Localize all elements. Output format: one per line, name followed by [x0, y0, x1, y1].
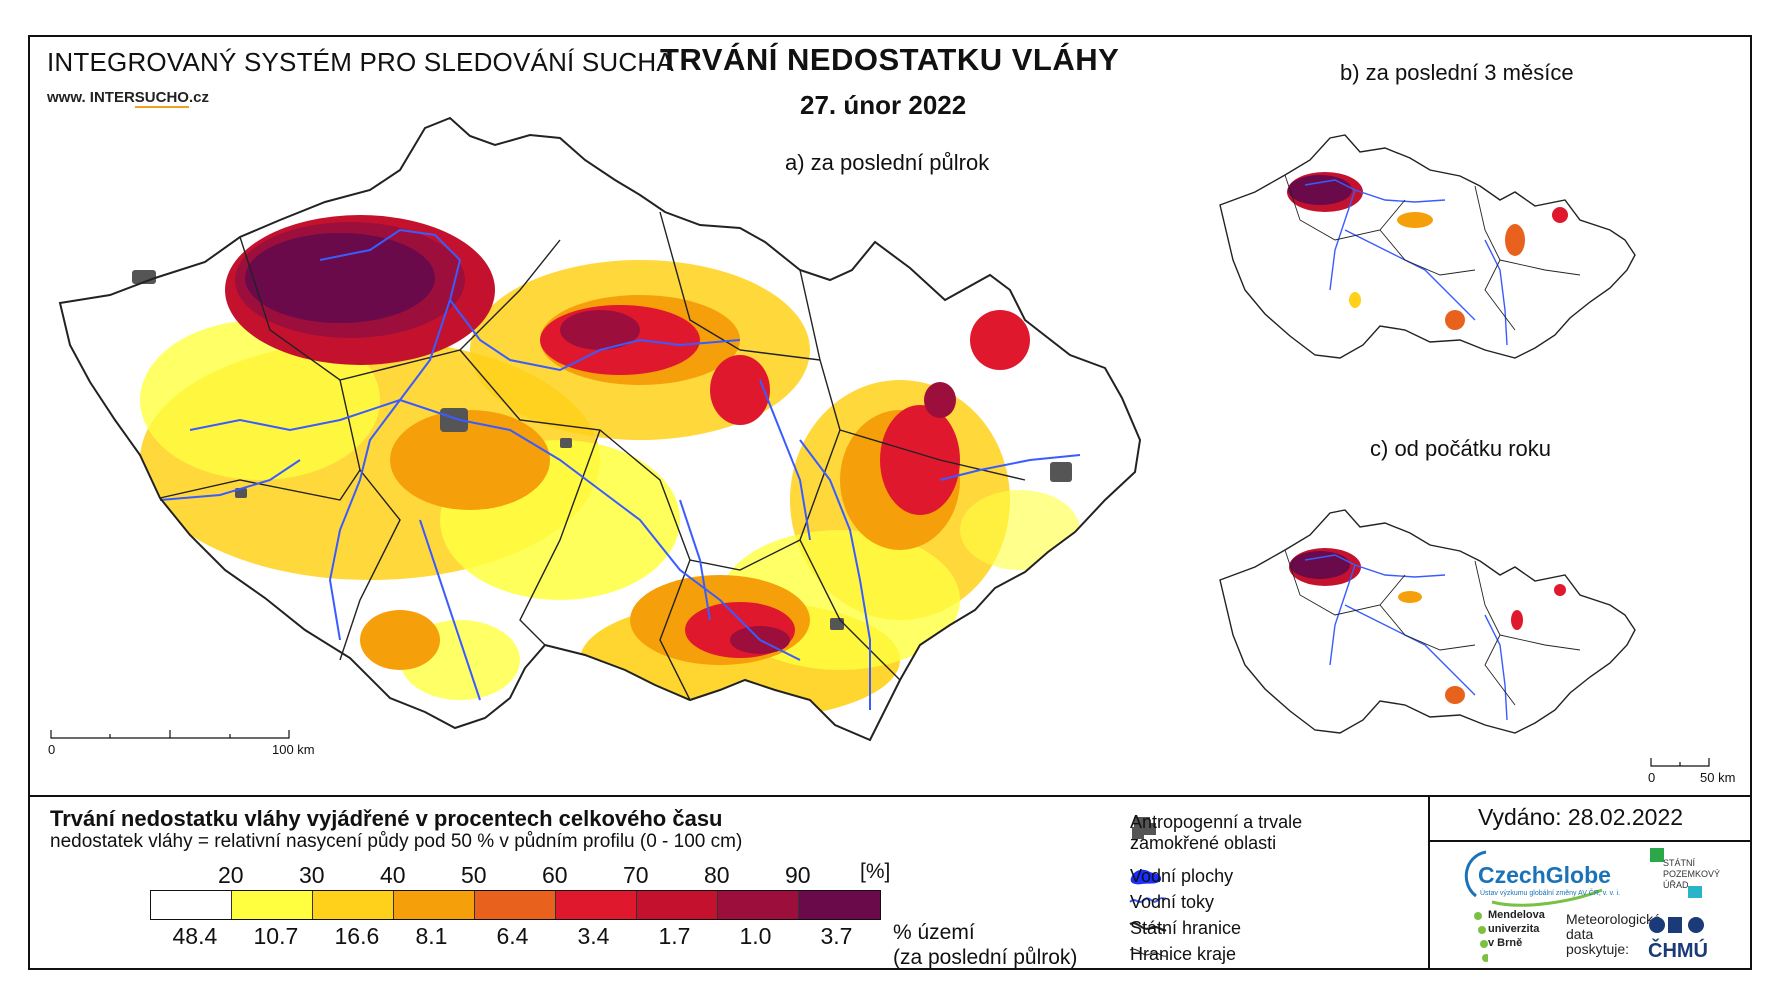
water-body-icon [1130, 869, 1162, 885]
legend-area-percent: 1.0 [739, 923, 772, 949]
site-url[interactable]: www. INTERSUCHO.cz [47, 89, 209, 108]
legend-color-bar [150, 890, 881, 920]
credits-divider [1428, 795, 1430, 970]
legend-unit: [%] [860, 860, 891, 883]
panel-a-label: a) za poslední půlrok [785, 150, 990, 175]
scalebar-small-start: 0 [1648, 770, 1656, 785]
legend-threshold-label: 80 [704, 862, 730, 888]
legend-threshold-label: 40 [380, 862, 406, 888]
scalebar-small: 0 50 km [1648, 756, 1740, 796]
czechglobe-logo [1464, 850, 1603, 907]
scalebar-main-end: 100 km [272, 742, 315, 757]
legend-area-percent: 8.1 [415, 923, 448, 949]
map-b-czechia [1219, 134, 1636, 359]
legend-subtitle: nedostatek vláhy = relativní nasycení pů… [50, 831, 743, 852]
scalebar-main-start: 0 [48, 742, 56, 757]
legend-area-percent: 6.4 [496, 923, 529, 949]
legend-area-percent: 3.4 [577, 923, 610, 949]
spu-name: STÁTNÍ POZEMKOVÝ ÚŘAD [1663, 858, 1721, 890]
scalebar-main: 0 100 km [48, 728, 315, 768]
panel-c-label: c) od počátku roku [1370, 436, 1551, 461]
czechglobe-name: CzechGlobe [1478, 862, 1611, 888]
legend-color-cell [475, 891, 556, 919]
legend-color-cell [799, 891, 880, 919]
region-border-icon [1129, 948, 1167, 957]
issued-date: Vydáno: 28.02.2022 [1478, 804, 1684, 830]
spu-logo [1650, 848, 1702, 898]
legend-threshold-label: 20 [218, 862, 244, 888]
legend-color-cell [556, 891, 637, 919]
legend-threshold-label: 60 [542, 862, 568, 888]
system-title: INTEGROVANÝ SYSTÉM PRO SLEDOVÁNÍ SUCHA [47, 47, 674, 77]
legend-region-border: Hranice kraje [1130, 944, 1237, 964]
legend-color-cell [637, 891, 718, 919]
river-icon [1129, 897, 1167, 903]
legend-threshold-label: 50 [461, 862, 487, 888]
legend-threshold-label: 90 [785, 862, 811, 888]
mendel-name: Mendelova univerzita v Brně [1488, 909, 1545, 949]
chmu-name: ČHMÚ [1648, 940, 1708, 962]
legend-area-percent: 3.7 [820, 923, 853, 949]
map-c-czechia [1219, 509, 1636, 734]
map-a-czechia [58, 116, 1142, 742]
legend-area-label: % území (za poslední půlrok) [893, 921, 1078, 969]
legend-divider [28, 795, 1752, 797]
legend-area-percent: 48.4 [172, 923, 218, 949]
map-title: TRVÁNÍ NEDOSTATKU VLÁHY [660, 42, 1120, 77]
legend-color-cell [718, 891, 799, 919]
panel-b-label: b) za poslední 3 měsíce [1340, 60, 1574, 85]
anthropogenic-icon [1132, 817, 1156, 839]
scalebar-small-end: 50 km [1700, 770, 1736, 785]
legend-area-percent: 1.7 [658, 923, 691, 949]
legend-rivers: Vodní toky [1130, 892, 1215, 912]
legend-title: Trvání nedostatku vláhy vyjádřené v proc… [50, 806, 723, 831]
legend-anthropogenic: Antropogenní a trvale zamokřené oblasti [1130, 812, 1303, 853]
state-border-icon [1129, 922, 1167, 932]
legend-area-percent: 10.7 [253, 923, 299, 949]
legend-threshold-label: 70 [623, 862, 649, 888]
legend-area-percent: 16.6 [334, 923, 380, 949]
legend-state-border: Státní hranice [1130, 918, 1242, 938]
legend-color-cell [151, 891, 232, 919]
meteo-provider-text: Meteorologická data poskytuje: [1566, 911, 1661, 957]
legend-water-bodies: Vodní plochy [1130, 866, 1234, 886]
legend-color-cell [394, 891, 475, 919]
map-frame [28, 35, 1752, 970]
legend-color-cell [232, 891, 313, 919]
czechglobe-subtitle: Ústav výzkumu globální změny AV ČR, v. v… [1480, 890, 1621, 897]
issued-divider [1428, 840, 1752, 842]
mendel-logo [1474, 912, 1488, 962]
chmu-logo [1649, 917, 1704, 933]
legend-threshold-label: 30 [299, 862, 325, 888]
legend-color-cell [313, 891, 394, 919]
map-date: 27. únor 2022 [800, 90, 967, 120]
